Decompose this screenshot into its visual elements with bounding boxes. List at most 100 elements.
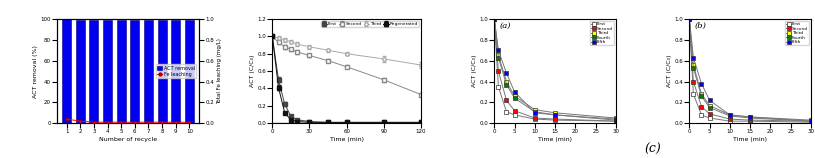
X-axis label: Time (min): Time (min) xyxy=(538,137,572,142)
First xyxy=(697,114,707,116)
First xyxy=(705,117,715,119)
Fourth xyxy=(697,95,707,97)
Fourth xyxy=(685,18,694,20)
Third xyxy=(725,114,735,116)
Fourth xyxy=(806,120,815,122)
Text: (b): (b) xyxy=(694,22,706,30)
Second xyxy=(689,81,698,82)
Bar xyxy=(171,20,180,123)
Third xyxy=(745,116,755,118)
Second xyxy=(806,120,815,122)
Fifth xyxy=(509,91,519,93)
Line: Second: Second xyxy=(687,17,813,124)
First xyxy=(550,119,560,121)
Second xyxy=(745,119,755,121)
Line: Fourth: Fourth xyxy=(492,17,619,122)
Y-axis label: ACT (C/C₀): ACT (C/C₀) xyxy=(472,55,477,87)
First xyxy=(509,114,519,116)
Line: Fifth: Fifth xyxy=(687,17,813,124)
Text: (a): (a) xyxy=(500,22,511,30)
Bar xyxy=(157,20,166,123)
Fifth xyxy=(705,99,715,101)
Second xyxy=(685,18,694,20)
Fourth xyxy=(611,118,621,120)
Fifth xyxy=(725,114,735,116)
Third xyxy=(550,112,560,114)
Second xyxy=(611,120,621,122)
Fifth xyxy=(806,120,815,122)
Y-axis label: Total Fe leaching (mg/L): Total Fe leaching (mg/L) xyxy=(217,38,222,104)
Bar xyxy=(76,20,85,123)
First xyxy=(806,121,815,123)
X-axis label: Time (min): Time (min) xyxy=(329,137,363,142)
Fourth xyxy=(705,107,715,109)
First xyxy=(689,93,698,95)
Third xyxy=(611,117,621,119)
Third xyxy=(490,18,500,20)
Fifth xyxy=(611,119,621,121)
Legend: ACT removal, Fe leaching: ACT removal, Fe leaching xyxy=(156,64,196,78)
Line: Second: Second xyxy=(492,17,619,124)
Second xyxy=(530,117,540,119)
Fourth xyxy=(745,117,755,119)
Third xyxy=(685,18,694,20)
First xyxy=(494,86,504,88)
Legend: First, Second, Third, Fourth, Fifth: First, Second, Third, Fourth, Fifth xyxy=(786,21,808,45)
Third xyxy=(806,119,815,121)
Text: (c): (c) xyxy=(644,143,661,156)
First xyxy=(745,120,755,122)
Bar xyxy=(185,20,194,123)
Legend: First, Second, Third, Fourth, Fifth: First, Second, Third, Fourth, Fifth xyxy=(591,21,614,45)
Line: First: First xyxy=(492,17,619,124)
First xyxy=(611,120,621,122)
Fifth xyxy=(501,72,511,74)
Second xyxy=(501,99,511,101)
Second xyxy=(697,106,707,107)
Third xyxy=(509,95,519,97)
Bar xyxy=(130,20,139,123)
Fourth xyxy=(494,57,504,58)
Fourth xyxy=(490,18,500,20)
Fourth xyxy=(501,84,511,86)
Bar xyxy=(90,20,99,123)
Fifth xyxy=(550,114,560,116)
Fifth xyxy=(697,83,707,85)
Bar xyxy=(117,20,126,123)
Fifth xyxy=(494,49,504,51)
Line: Fifth: Fifth xyxy=(492,17,619,123)
Legend: First, Second, Third, Regenerated: First, Second, Third, Regenerated xyxy=(320,21,419,27)
Fifth xyxy=(530,112,540,114)
First xyxy=(530,118,540,120)
First xyxy=(725,120,735,122)
Second xyxy=(509,110,519,112)
Third xyxy=(697,93,707,95)
Y-axis label: ACT (C/C₀): ACT (C/C₀) xyxy=(667,55,672,87)
X-axis label: Time (min): Time (min) xyxy=(734,137,767,142)
Second xyxy=(550,118,560,120)
Line: Third: Third xyxy=(492,17,619,120)
Fourth xyxy=(550,114,560,116)
Fourth xyxy=(689,67,698,69)
Second xyxy=(494,70,504,72)
Bar xyxy=(62,19,71,123)
Fourth xyxy=(509,97,519,99)
Fifth xyxy=(685,18,694,20)
First xyxy=(501,111,511,113)
Third xyxy=(494,55,504,56)
First xyxy=(685,18,694,20)
Bar xyxy=(103,20,112,123)
X-axis label: Number of recycle: Number of recycle xyxy=(99,137,157,142)
Second xyxy=(725,118,735,120)
Third xyxy=(705,105,715,106)
First xyxy=(490,18,500,20)
Fourth xyxy=(530,111,540,113)
Fifth xyxy=(490,18,500,20)
Y-axis label: ACT (C/C₀): ACT (C/C₀) xyxy=(249,55,254,87)
Fifth xyxy=(745,116,755,118)
Fifth xyxy=(689,57,698,58)
Second xyxy=(705,113,715,115)
Third xyxy=(689,64,698,66)
Line: Fourth: Fourth xyxy=(687,17,813,124)
Fourth xyxy=(725,115,735,117)
Line: First: First xyxy=(687,17,813,125)
